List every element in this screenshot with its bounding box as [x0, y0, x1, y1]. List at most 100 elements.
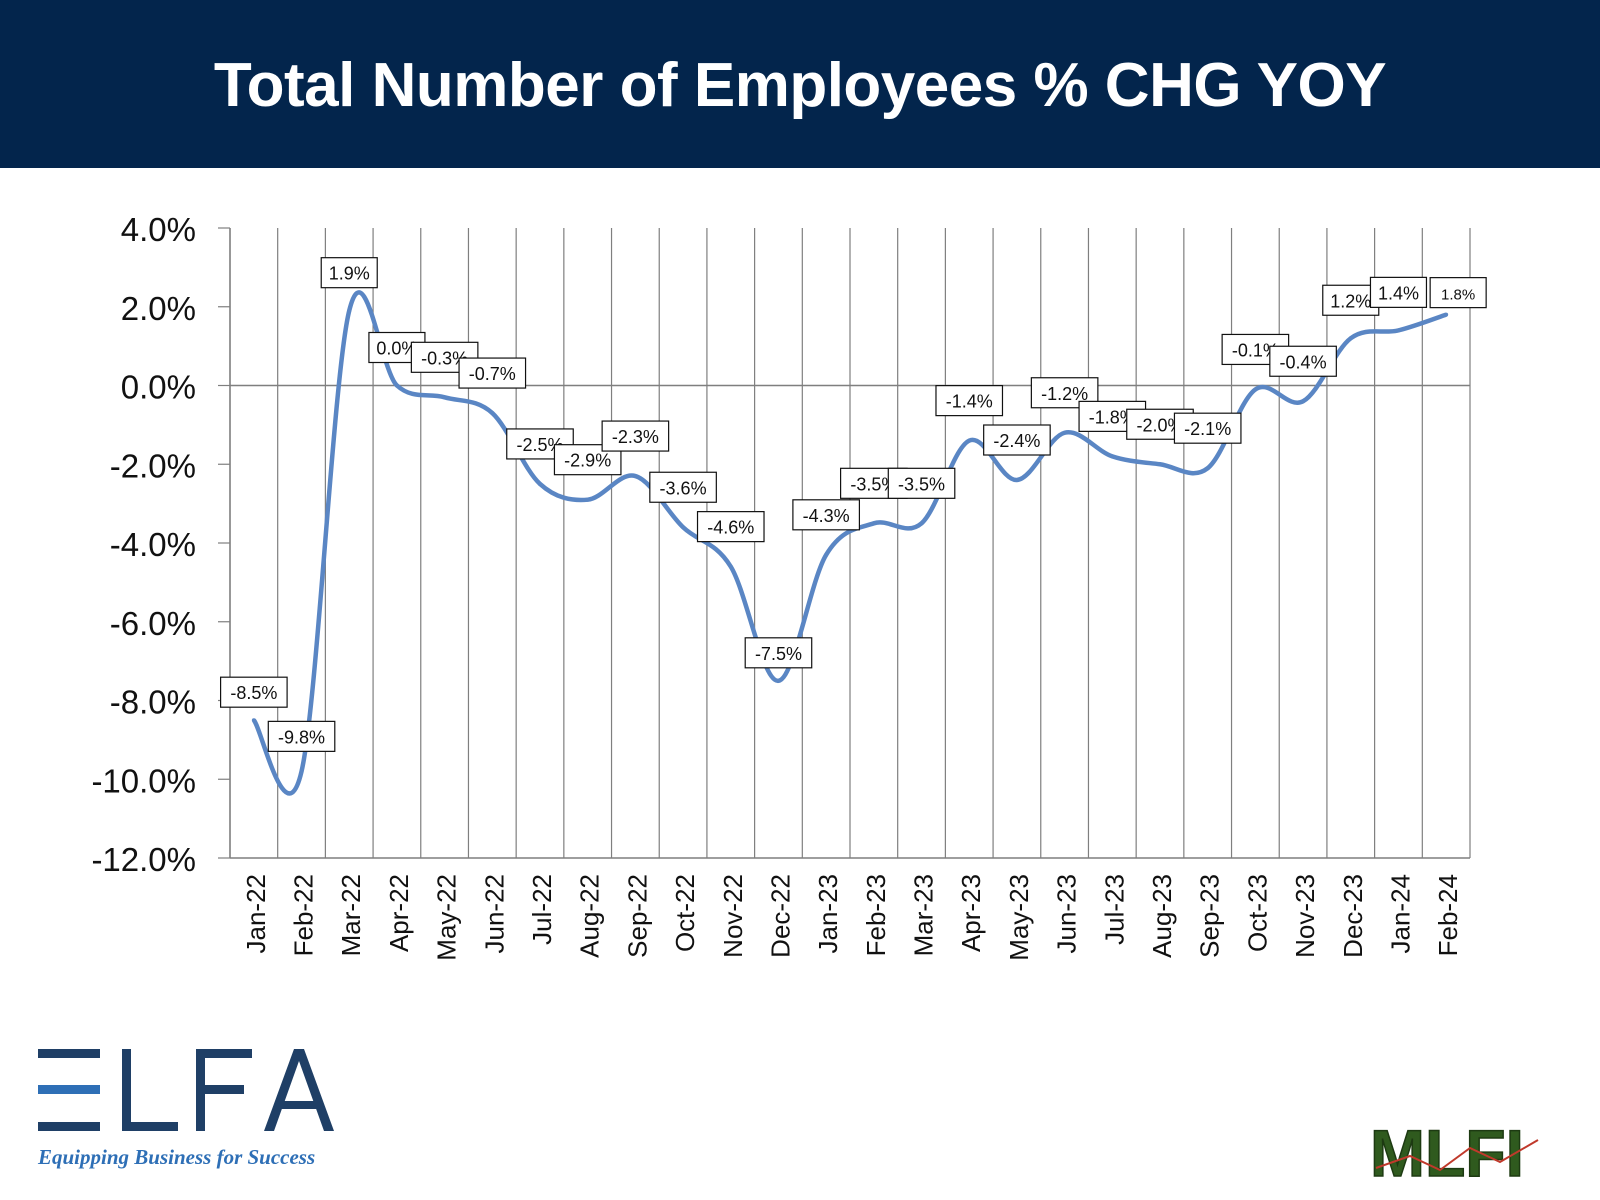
- data-label-box: [1269, 345, 1337, 377]
- x-tick-label: Oct-22: [670, 874, 700, 952]
- data-point: [728, 564, 733, 569]
- data-label: -4.3%: [792, 499, 861, 531]
- x-tick-label: Jul-22: [527, 874, 557, 945]
- x-tick-label: Mar-23: [909, 874, 939, 956]
- data-label-text: -4.3%: [803, 506, 850, 526]
- data-label-box: [601, 420, 670, 452]
- data-label-text: 1.4%: [1378, 283, 1419, 303]
- y-tick-label: -12.0%: [91, 841, 196, 878]
- data-label-text: 1.2%: [1330, 291, 1371, 311]
- data-label: 1.2%: [1322, 284, 1380, 316]
- data-label-text: -3.6%: [660, 478, 707, 498]
- data-label: -2.9%: [553, 444, 622, 476]
- data-label: -3.5%: [887, 467, 956, 499]
- y-axis-ticks: 4.0% 2.0% 0.0% -2.0% -4.0% -6.0% -8.0% -10.0% -1…: [91, 211, 196, 878]
- data-label-text: -8.5%: [230, 683, 277, 703]
- data-label: -2.3%: [601, 420, 670, 452]
- data-label: -2.1%: [1173, 412, 1242, 444]
- data-label-box: [219, 676, 288, 708]
- elfa-wordmark: [38, 1049, 334, 1131]
- x-tick-label: Jun-23: [1052, 874, 1082, 954]
- y-tick-label: -6.0%: [110, 605, 196, 642]
- data-label-text: -2.1%: [1184, 419, 1231, 439]
- title-banner: Total Number of Employees % CHG YOY: [0, 0, 1600, 168]
- data-label-text: -9.8%: [278, 727, 325, 747]
- data-point: [1014, 478, 1019, 482]
- y-tick-label: -4.0%: [110, 526, 196, 563]
- x-tick-label: Mar-22: [336, 874, 366, 956]
- data-label: 1.8%: [1429, 277, 1487, 309]
- x-tick-label: Jul-23: [1099, 874, 1129, 945]
- data-label-box: [458, 357, 527, 389]
- data-label-text: 1.8%: [1441, 287, 1475, 304]
- data-label-text: -0.4%: [1280, 352, 1327, 372]
- data-point: [394, 383, 399, 388]
- x-tick-label: Sep-22: [622, 874, 652, 958]
- data-label-text: -2.3%: [612, 427, 659, 447]
- x-axis-ticks: Jan-22 Feb-22 Mar-22 Apr-22 May-22 Jun-22 Jul-…: [241, 874, 1463, 961]
- data-point: [1444, 312, 1449, 317]
- data-label-text: -2.5%: [516, 435, 563, 455]
- x-tick-label: May-22: [432, 874, 462, 961]
- x-tick-label: Sep-23: [1195, 874, 1225, 958]
- data-point: [251, 718, 256, 723]
- x-tick-label: Feb-24: [1433, 874, 1463, 956]
- data-label-text: -2.4%: [993, 431, 1040, 451]
- y-tick-label: 4.0%: [121, 211, 196, 248]
- data-label: -2.4%: [983, 424, 1051, 456]
- data-point: [681, 525, 686, 530]
- data-point: [538, 481, 542, 486]
- data-label-text: -2.9%: [564, 451, 611, 471]
- data-point: [967, 438, 972, 443]
- data-label-text: 0.0%: [376, 339, 417, 359]
- data-label: -7.5%: [744, 637, 813, 669]
- data-label: 1.9%: [320, 257, 378, 289]
- x-tick-label: Jan-23: [813, 874, 843, 954]
- mlfi-trend-icon: [1375, 1139, 1539, 1172]
- data-point: [1396, 328, 1401, 333]
- mlfi-logo: MLFI: [1370, 1118, 1539, 1184]
- data-label-text: 1.9%: [329, 264, 370, 284]
- y-tick-label: 0.0%: [121, 369, 196, 406]
- x-tick-label: Dec-23: [1338, 874, 1368, 958]
- data-point: [776, 678, 781, 683]
- data-point: [1158, 462, 1162, 467]
- data-point: [919, 521, 924, 526]
- data-label-box: [983, 424, 1051, 456]
- data-label: -8.5%: [219, 676, 288, 708]
- data-label: -9.8%: [267, 720, 336, 752]
- data-label-box: [1173, 412, 1242, 444]
- data-label: -2.5%: [506, 428, 574, 460]
- data-label: -0.7%: [458, 357, 527, 389]
- data-label: -1.4%: [935, 385, 1004, 417]
- data-label-box: [320, 257, 378, 289]
- x-tick-label: Jan-24: [1385, 874, 1415, 954]
- data-labels: -8.5%-9.8%1.9%0.0% -0.3%-0.7%-2.5%-2.9%-2…: [219, 257, 1487, 752]
- x-tick-label: Jan-22: [241, 874, 271, 954]
- data-label-box: [1322, 284, 1380, 316]
- data-point: [1205, 466, 1210, 471]
- data-label-box: [1369, 276, 1428, 308]
- x-tick-label: Jun-22: [479, 874, 509, 954]
- data-label-text: -0.1%: [1232, 340, 1279, 360]
- elfa-logo: Equipping Business for Success: [36, 1045, 336, 1175]
- x-tick-label: Apr-23: [956, 874, 986, 952]
- page-title: Total Number of Employees % CHG YOY: [213, 51, 1387, 120]
- data-label-text: -4.6%: [707, 518, 754, 538]
- data-label-box: [649, 471, 717, 503]
- y-tick-label: 2.0%: [121, 290, 196, 327]
- data-point: [1253, 387, 1258, 392]
- x-tick-label: Aug-22: [575, 874, 605, 958]
- data-label: -3.6%: [649, 471, 717, 503]
- x-tick-label: Oct-23: [1242, 874, 1272, 952]
- data-label-box: [792, 499, 861, 531]
- x-tick-label: Dec-22: [765, 874, 795, 958]
- data-label-box: [696, 511, 765, 543]
- data-point: [633, 474, 638, 479]
- data-point: [824, 552, 829, 557]
- data-label-box: [267, 720, 336, 752]
- x-tick-label: Apr-22: [384, 874, 414, 952]
- data-label-text: -1.8%: [1089, 407, 1136, 427]
- data-label-box: [887, 467, 956, 499]
- data-label-text: -7.5%: [755, 644, 802, 664]
